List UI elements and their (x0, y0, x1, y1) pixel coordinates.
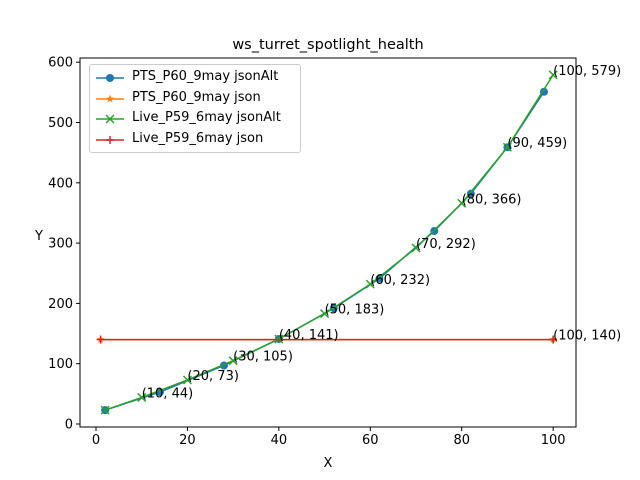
data-point (96, 335, 105, 344)
x-tick-label: 20 (179, 433, 196, 448)
data-point (365, 279, 375, 289)
data-point (549, 335, 558, 344)
y-tick-label: 0 (65, 417, 73, 432)
legend-item: Live_P59_6may jsonAlt (90, 109, 300, 130)
legend-swatch (96, 135, 124, 144)
chart-title: ws_turret_spotlight_health (232, 37, 423, 53)
x-tick-label: 60 (362, 433, 379, 448)
legend-swatch (96, 74, 124, 82)
data-point (457, 198, 467, 208)
data-label: (20, 73) (187, 369, 239, 384)
y-tick-label: 100 (48, 357, 73, 372)
x-axis-label: X (324, 456, 333, 471)
x-tick-label: 0 (92, 433, 100, 448)
x-tick-label: 100 (541, 433, 566, 448)
data-point (548, 70, 558, 80)
legend-marker (105, 114, 115, 124)
data-point (137, 392, 147, 402)
annotations: (10, 44) (20, 73) (30, 105) (40, 141) (50, 1… (142, 64, 621, 402)
data-label: (50, 183) (325, 303, 385, 318)
data-label: (100, 579) (553, 64, 621, 79)
data-point (182, 375, 192, 385)
y-axis-label: Y (34, 229, 43, 244)
plot-area: (10, 44) (20, 73) (30, 105) (40, 141) (50, 1… (96, 64, 621, 415)
legend-label: PTS_P60_9may json (132, 89, 261, 105)
legend-label: Live_P59_6may json (132, 130, 264, 146)
legend-item: PTS_P60_9may json (90, 89, 300, 110)
legend-marker (106, 74, 114, 82)
x-tick-label: 80 (453, 433, 470, 448)
data-point (411, 243, 421, 253)
y-tick-label: 600 (48, 56, 73, 71)
data-point (375, 274, 384, 283)
axes: 0 20 40 60 80 100 0 100 200 300 400 500 600 (48, 56, 577, 448)
data-label: (80, 366) (462, 192, 522, 207)
y-tick-label: 200 (48, 297, 73, 312)
legend-item: PTS_P60_9may jsonAlt (90, 68, 300, 89)
data-point (100, 405, 110, 415)
legend-swatch (96, 94, 124, 102)
legend-label: Live_P59_6may jsonAlt (132, 110, 281, 125)
axes-frame (79, 57, 577, 428)
y-tick-label: 500 (48, 116, 73, 131)
legend-label: PTS_P60_9may jsonAlt (132, 69, 279, 84)
data-point (502, 142, 512, 152)
series-4 (96, 335, 558, 344)
data-label: (60, 232) (370, 273, 430, 288)
data-label: (40, 141) (279, 328, 339, 343)
data-point (320, 309, 330, 319)
legend-swatch (96, 114, 124, 124)
data-label: (90, 459) (507, 136, 567, 151)
legend-marker (106, 94, 114, 102)
data-label: (70, 292) (416, 237, 476, 252)
data-label: (10, 44) (142, 386, 194, 401)
data-label: (30, 105) (233, 350, 293, 365)
legend-marker (106, 135, 114, 144)
data-label: (100, 140) (553, 329, 621, 344)
y-tick-label: 400 (48, 176, 73, 191)
x-tick-label: 40 (271, 433, 288, 448)
legend: PTS_P60_9may jsonAlt PTS_P60_9may json Liv… (89, 64, 301, 153)
legend-item: Live_P59_6may json (90, 130, 300, 151)
y-tick-label: 300 (48, 237, 73, 252)
data-point (228, 356, 238, 366)
